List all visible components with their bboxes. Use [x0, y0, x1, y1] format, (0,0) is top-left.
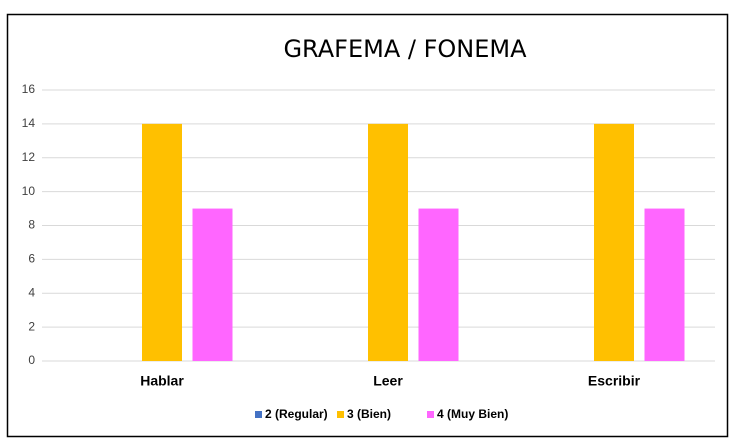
bar [644, 208, 685, 361]
legend-swatch [337, 411, 344, 418]
x-tick-label: Leer [373, 373, 403, 389]
bar [418, 208, 459, 361]
y-tick-label: 16 [22, 82, 36, 96]
y-tick-label: 6 [28, 252, 35, 266]
y-tick-label: 12 [22, 150, 36, 164]
legend-label: 2 (Regular) [265, 407, 328, 421]
bar [192, 208, 233, 361]
x-tick-label: Escribir [588, 373, 641, 389]
x-tick-label: Hablar [140, 373, 184, 389]
legend-label: 4 (Muy Bien) [437, 407, 508, 421]
bar [594, 123, 634, 361]
y-tick-label: 10 [22, 184, 36, 198]
legend-swatch [427, 411, 434, 418]
y-tick-label: 2 [28, 319, 35, 333]
legend-label: 3 (Bien) [347, 407, 391, 421]
y-tick-label: 4 [28, 285, 35, 299]
y-tick-label: 14 [22, 116, 36, 130]
bar [368, 123, 408, 361]
bar [142, 123, 182, 361]
legend-swatch [255, 411, 262, 418]
y-tick-label: 8 [28, 218, 35, 232]
y-tick-label: 0 [28, 353, 35, 367]
chart-title: GRAFEMA / FONEMA [283, 35, 527, 63]
